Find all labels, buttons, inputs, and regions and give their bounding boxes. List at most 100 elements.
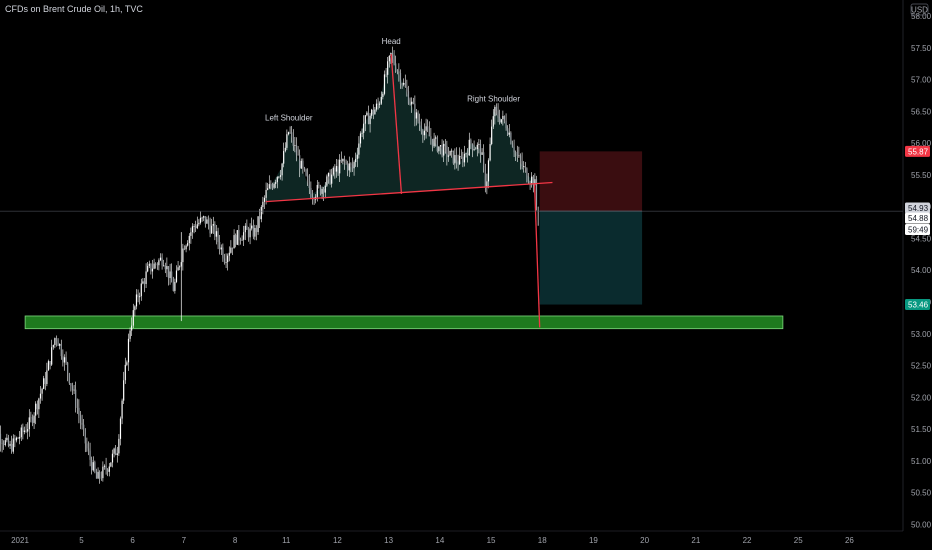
- candle-body: [387, 61, 389, 75]
- candle-body: [193, 226, 195, 228]
- x-tick-label: 8: [233, 536, 238, 545]
- candle-body: [409, 103, 411, 105]
- candle-body: [38, 398, 40, 410]
- candle-body: [79, 415, 82, 423]
- candle-body: [116, 453, 118, 456]
- currency-button[interactable]: [910, 3, 929, 16]
- candle-body: [158, 260, 160, 266]
- price-badge-label: 54.93: [908, 204, 929, 213]
- candle-body: [307, 175, 309, 179]
- candle-body: [131, 325, 133, 331]
- candle-body: [206, 219, 208, 224]
- candle-body: [364, 115, 366, 124]
- candle-body: [327, 173, 330, 177]
- candle-body: [267, 188, 269, 190]
- candle-body: [207, 219, 210, 225]
- candle-body: [529, 182, 531, 184]
- candle-body: [433, 138, 435, 147]
- x-tick-label: 2021: [11, 536, 29, 545]
- y-tick-label: 52.50: [911, 362, 932, 371]
- candle-body: [454, 155, 456, 164]
- candle-body: [273, 183, 275, 188]
- candle-body: [246, 225, 248, 230]
- candle-body: [49, 361, 51, 365]
- candle-body: [519, 155, 522, 161]
- candle-body: [398, 71, 400, 74]
- candle-body: [355, 158, 357, 163]
- candle-body: [153, 263, 155, 269]
- candle-body: [396, 70, 398, 72]
- candle-body: [425, 126, 427, 131]
- y-tick-label: 58.00: [911, 12, 932, 21]
- candle-body: [43, 378, 45, 389]
- candle-body: [179, 266, 181, 268]
- candle-body: [455, 155, 458, 162]
- candle-body: [345, 162, 347, 164]
- candle-body: [254, 227, 256, 237]
- candle-body: [147, 265, 149, 272]
- candle-body: [486, 181, 488, 188]
- candle-body: [87, 448, 90, 451]
- candle-body: [302, 160, 304, 168]
- candle-body: [241, 239, 243, 241]
- candle-body: [135, 294, 138, 307]
- candle-body: [356, 154, 358, 159]
- y-tick-label: 51.00: [911, 457, 932, 466]
- head-height-line: [390, 54, 403, 195]
- candle-body: [263, 197, 266, 202]
- candle-body: [491, 126, 493, 145]
- candle-body: [247, 229, 250, 238]
- candle-body: [279, 175, 282, 177]
- candle-body: [505, 120, 507, 129]
- x-tick-label: 26: [845, 536, 854, 545]
- x-tick-label: 22: [743, 536, 752, 545]
- candle-body: [115, 448, 117, 456]
- target-projection-line: [533, 184, 541, 328]
- candle-body: [27, 429, 29, 432]
- y-tick-label: 51.50: [911, 425, 932, 434]
- candle-body: [225, 262, 227, 263]
- candle-body: [132, 310, 134, 326]
- x-tick-label: 25: [794, 536, 803, 545]
- y-tick-label: 57.00: [911, 76, 932, 85]
- candle-body: [329, 173, 331, 184]
- candle-body: [300, 160, 302, 169]
- candle-body: [359, 133, 362, 144]
- candle-body: [222, 247, 224, 259]
- candle-body: [323, 189, 325, 193]
- candle-body: [156, 264, 158, 266]
- price-badge: [905, 224, 930, 236]
- candle-body: [47, 361, 50, 371]
- candle-body: [419, 121, 421, 126]
- candle-body: [321, 189, 323, 194]
- candle-body: [295, 145, 298, 155]
- candle-body: [363, 123, 365, 133]
- candle-body: [521, 160, 523, 167]
- candle-body: [473, 148, 475, 150]
- candle-body: [281, 163, 283, 176]
- candle-body: [209, 224, 211, 234]
- candle-body: [19, 437, 21, 439]
- candle-body: [25, 430, 27, 432]
- candle-body: [239, 239, 242, 241]
- candle-body: [316, 184, 318, 197]
- candle-body: [127, 338, 130, 363]
- candle-body: [404, 82, 406, 88]
- price-badge-label: 54.88: [908, 214, 929, 223]
- candle-body: [203, 216, 205, 218]
- candle-body: [292, 134, 294, 146]
- candle-body: [123, 380, 125, 401]
- price-axis[interactable]: [903, 0, 932, 550]
- x-tick-labels[interactable]: 2021 5 6 7 8 11 12 13 14 15 18 19 20 21 22 25 26: [11, 536, 854, 545]
- candle-body: [500, 119, 502, 123]
- support-zone: [24, 315, 784, 330]
- candle-body: [89, 450, 91, 460]
- candle-body: [134, 306, 136, 311]
- candle-body: [52, 344, 54, 348]
- candle-body: [371, 109, 373, 116]
- candle-body: [415, 112, 418, 119]
- candle-body: [449, 150, 451, 156]
- x-tick-label: 21: [691, 536, 700, 545]
